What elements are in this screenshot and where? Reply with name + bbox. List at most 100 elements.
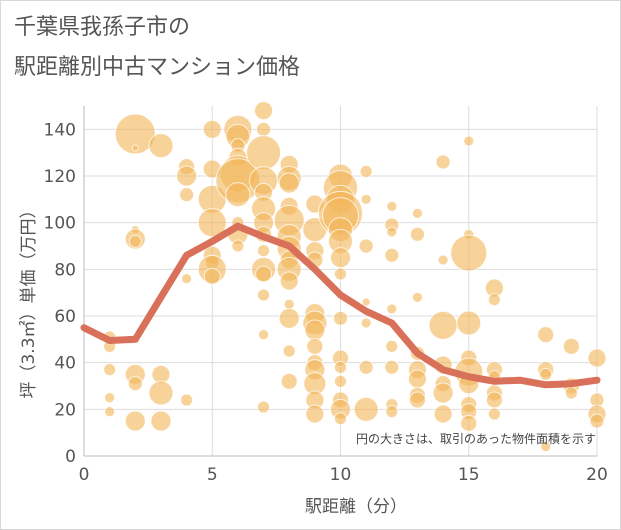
bubble-point (257, 400, 271, 414)
bubble-point (278, 172, 300, 194)
bubble-point (305, 404, 325, 424)
y-tick-label: 20 (54, 400, 76, 420)
x-tick-label: 20 (586, 465, 608, 485)
bubble-point (280, 372, 298, 390)
bubble-point (104, 406, 116, 418)
bubble-point (384, 247, 400, 263)
bubble-point (148, 380, 174, 406)
bubble-point (409, 226, 425, 242)
bubble-point (150, 410, 172, 432)
bubble-point (564, 386, 578, 400)
bubble-point (304, 319, 326, 341)
bubble-point (385, 405, 399, 419)
bubble-point (360, 193, 372, 205)
bubble-size-note: 円の大きさは、取引のあった物件面積を示す (356, 431, 596, 446)
x-tick-label: 0 (79, 465, 90, 485)
bubble-point (385, 339, 399, 353)
bubble-point (456, 310, 482, 336)
bubble-point (246, 135, 282, 171)
bubble-point (386, 200, 398, 212)
bubble-point (386, 303, 398, 315)
bubble-point (279, 271, 299, 291)
y-tick-label: 140 (44, 120, 76, 140)
bubble-point (179, 187, 195, 203)
bubble-point (539, 367, 553, 381)
y-tick-label: 0 (65, 447, 76, 467)
tick-labels: 0 20 40 60 80 100 120 140 0 5 10 15 20 (44, 120, 608, 485)
bubble-point (203, 267, 221, 285)
y-tick-label: 40 (54, 354, 76, 374)
bubble-point (433, 404, 453, 424)
bubble-point (386, 226, 398, 238)
chart-title-line1: 千葉県我孫子市の (14, 15, 191, 40)
bubble-point (334, 267, 347, 281)
bubble-point (202, 119, 222, 139)
bubble-point (485, 391, 503, 409)
bubble-point (114, 113, 156, 155)
bubble-point (254, 101, 274, 121)
bubble-point (104, 392, 116, 404)
bubble-point (437, 254, 449, 266)
bubble-point (487, 293, 501, 307)
bubble-point (360, 317, 372, 329)
bubble-series (103, 101, 607, 453)
bubble-point (225, 182, 251, 208)
bubble-point (181, 273, 193, 285)
bubble-point (128, 234, 142, 248)
bubble-point (176, 165, 198, 187)
y-tick-label: 100 (44, 214, 76, 234)
x-tick-label: 5 (207, 465, 218, 485)
bubble-point (432, 382, 454, 404)
y-tick-label: 80 (54, 260, 76, 280)
bubble-point (537, 326, 555, 344)
bubble-point (257, 244, 271, 258)
bubble-point (428, 310, 458, 340)
bubble-point (148, 133, 174, 159)
bubble-point (330, 247, 351, 269)
bubble-point (359, 164, 373, 178)
bubble-point (257, 288, 271, 302)
bubble-point (180, 393, 194, 407)
bubble-point (589, 413, 605, 429)
bubble-point (358, 359, 374, 375)
bubble-point (103, 363, 117, 377)
bubble-point (255, 265, 273, 283)
bubble-point (334, 374, 347, 388)
bubble-point (487, 407, 501, 421)
bubble-point (306, 337, 324, 355)
bubble-point (358, 238, 374, 254)
bubble-point (463, 135, 475, 147)
bubble-point (333, 310, 348, 326)
bubble-point (127, 376, 143, 392)
bubble-point (361, 297, 371, 307)
y-tick-label: 60 (54, 307, 76, 327)
bubble-point (334, 412, 347, 426)
bubble-point (256, 121, 272, 137)
chart-title-line2: 駅距離別中古マンション価格 (14, 55, 301, 80)
bubble-point (460, 414, 478, 432)
bubble-point (435, 154, 451, 170)
bubble-point (384, 359, 400, 375)
x-tick-label: 10 (330, 465, 352, 485)
bubble-point (562, 337, 580, 355)
y-tick-label: 120 (44, 167, 76, 187)
bubble-point (278, 307, 300, 329)
bubble-point (540, 441, 552, 453)
bubble-point (282, 344, 296, 358)
bubble-point (408, 391, 426, 409)
bubble-point (450, 234, 488, 272)
x-tick-label: 15 (458, 465, 480, 485)
bubble-point (353, 396, 379, 422)
bubble-point (407, 369, 427, 389)
bubble-point (587, 348, 607, 368)
bubble-point (231, 239, 245, 253)
x-axis-label: 駅距離（分） (305, 497, 407, 517)
bubble-point (334, 360, 347, 374)
bubble-point (197, 208, 227, 238)
bubble-point (411, 291, 423, 303)
bubble-point (124, 410, 146, 432)
bubble-point (258, 329, 270, 341)
trend-line (80, 222, 601, 389)
y-axis-label: 坪（3.3㎡）単価（万円） (19, 201, 39, 398)
